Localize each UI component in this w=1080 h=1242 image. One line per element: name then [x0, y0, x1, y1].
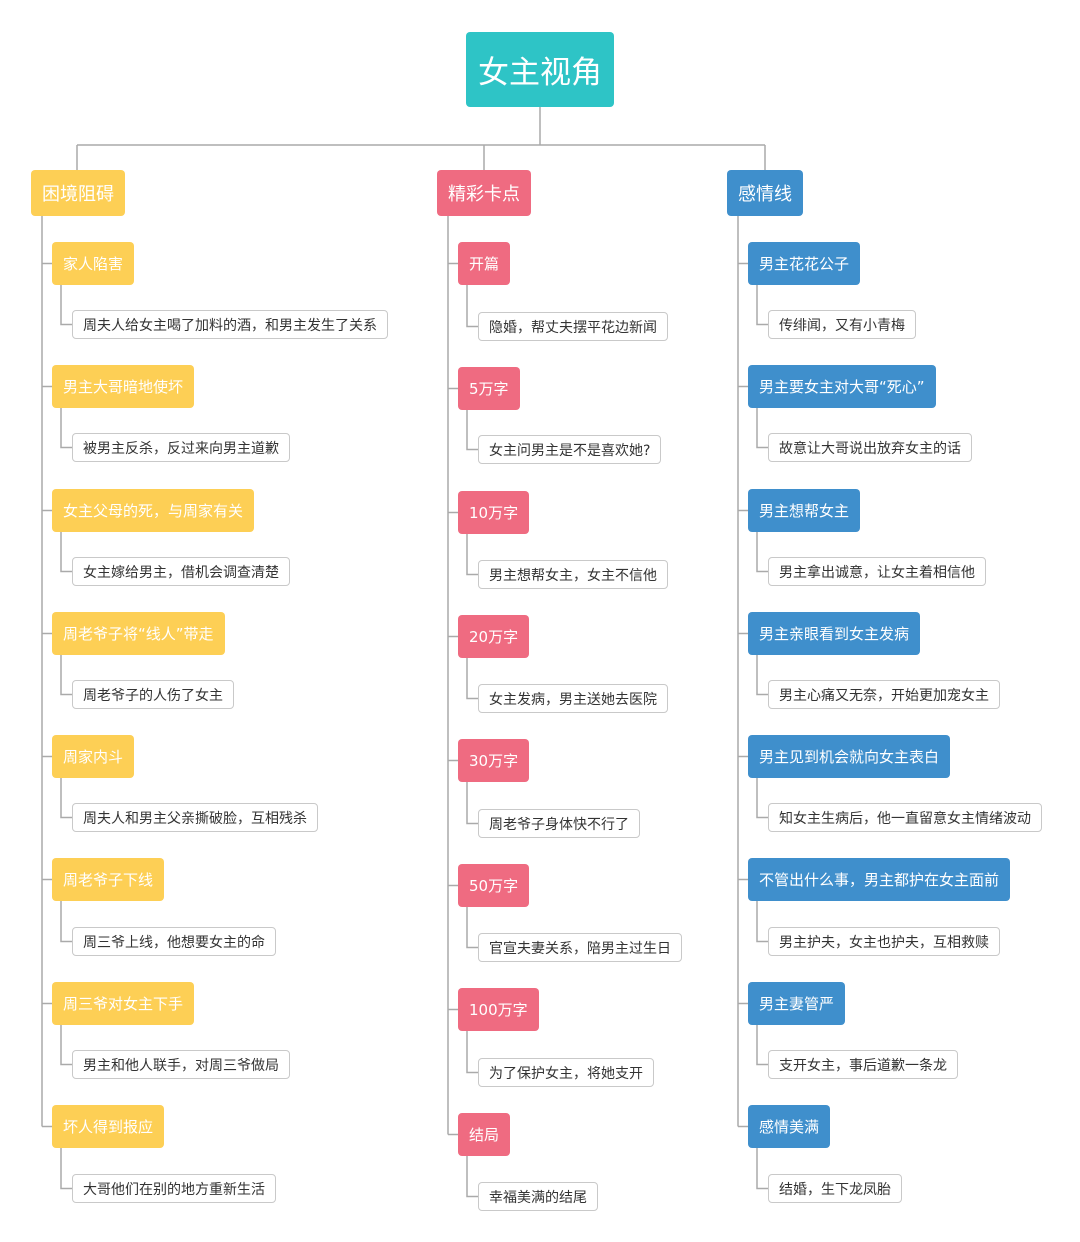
detail-connector — [60, 285, 72, 326]
romance-subtopic[interactable]: 男主花花公子 — [748, 242, 861, 285]
romance-detail[interactable]: 男主心痛又无奈，开始更加宠女主 — [768, 680, 1000, 709]
highlights-detail[interactable]: 幸福美满的结尾 — [478, 1182, 598, 1211]
romance-detail[interactable]: 故意让大哥说出放弃女主的话 — [768, 433, 972, 462]
romance-detail[interactable]: 知女主生病后，他一直留意女主情绪波动 — [768, 803, 1042, 832]
detail-connector — [756, 285, 768, 326]
highlights-subtopic[interactable]: 100万字 — [458, 988, 539, 1031]
romance-subtopic[interactable]: 不管出什么事，男主都护在女主面前 — [748, 858, 1011, 901]
highlights-subtopic[interactable]: 30万字 — [458, 739, 530, 782]
romance-subtopic[interactable]: 男主妻管严 — [748, 982, 846, 1025]
obstacles-detail[interactable]: 大哥他们在别的地方重新生活 — [72, 1174, 276, 1203]
detail-connector — [60, 778, 72, 819]
obstacles-subtopic[interactable]: 女主父母的死，与周家有关 — [52, 489, 255, 532]
highlights-detail[interactable]: 官宣夫妻关系，陪男主过生日 — [478, 933, 682, 962]
highlights-detail[interactable]: 周老爷子身体快不行了 — [478, 809, 640, 838]
romance-detail[interactable]: 传绯闻，又有小青梅 — [768, 310, 916, 339]
highlights-subtopic[interactable]: 50万字 — [458, 864, 530, 907]
detail-connector — [466, 907, 478, 949]
detail-connector — [466, 285, 478, 328]
romance-subtopic[interactable]: 男主想帮女主 — [748, 489, 861, 532]
branch-obstacles[interactable]: 困境阻碍 — [31, 170, 125, 216]
obstacles-subtopic[interactable]: 周家内斗 — [52, 735, 135, 778]
obstacles-detail[interactable]: 女主嫁给男主，借机会调查清楚 — [72, 557, 290, 586]
highlights-subtopic[interactable]: 20万字 — [458, 615, 530, 658]
highlights-subtopic[interactable]: 10万字 — [458, 491, 530, 534]
detail-connector — [466, 658, 478, 700]
highlights-detail[interactable]: 女主发病，男主送她去医院 — [478, 684, 668, 713]
detail-connector — [466, 1031, 478, 1074]
detail-connector — [756, 532, 768, 573]
romance-subtopic[interactable]: 感情美满 — [748, 1105, 831, 1148]
detail-connector — [60, 655, 72, 696]
romance-detail[interactable]: 支开女主，事后道歉一条龙 — [768, 1050, 958, 1079]
romance-detail[interactable]: 男主护夫，女主也护夫，互相救赎 — [768, 927, 1000, 956]
detail-connector — [60, 1025, 72, 1066]
branch-romance[interactable]: 感情线 — [727, 170, 803, 216]
detail-connector — [466, 410, 478, 451]
highlights-subtopic[interactable]: 5万字 — [458, 367, 520, 410]
romance-subtopic[interactable]: 男主见到机会就向女主表白 — [748, 735, 951, 778]
obstacles-detail[interactable]: 周夫人和男主父亲撕破脸，互相残杀 — [72, 803, 318, 832]
obstacles-subtopic[interactable]: 男主大哥暗地使坏 — [52, 365, 195, 408]
detail-connector — [756, 408, 768, 449]
detail-connector — [756, 1148, 768, 1190]
highlights-detail[interactable]: 男主想帮女主，女主不信他 — [478, 560, 668, 589]
detail-connector — [60, 901, 72, 943]
obstacles-subtopic[interactable]: 周老爷子将“线人”带走 — [52, 612, 225, 655]
obstacles-detail[interactable]: 周老爷子的人伤了女主 — [72, 680, 234, 709]
root-topic[interactable]: 女主视角 — [466, 32, 614, 107]
detail-connector — [756, 778, 768, 819]
obstacles-detail[interactable]: 被男主反杀，反过来向男主道歉 — [72, 433, 290, 462]
highlights-detail[interactable]: 为了保护女主，将她支开 — [478, 1058, 654, 1087]
obstacles-detail[interactable]: 周夫人给女主喝了加料的酒，和男主发生了关系 — [72, 310, 388, 339]
obstacles-subtopic[interactable]: 周三爷对女主下手 — [52, 982, 195, 1025]
branch-highlights[interactable]: 精彩卡点 — [437, 170, 531, 216]
obstacles-detail[interactable]: 男主和他人联手，对周三爷做局 — [72, 1050, 290, 1079]
romance-subtopic[interactable]: 男主要女主对大哥“死心” — [748, 365, 936, 408]
obstacles-subtopic[interactable]: 家人陷害 — [52, 242, 135, 285]
detail-connector — [756, 655, 768, 696]
highlights-subtopic[interactable]: 结局 — [458, 1113, 511, 1156]
detail-connector — [60, 408, 72, 449]
detail-connector — [466, 782, 478, 825]
romance-detail[interactable]: 结婚，生下龙凤胎 — [768, 1174, 902, 1203]
romance-subtopic[interactable]: 男主亲眼看到女主发病 — [748, 612, 921, 655]
detail-connector — [756, 1025, 768, 1066]
detail-connector — [466, 1156, 478, 1198]
highlights-detail[interactable]: 隐婚，帮丈夫摆平花边新闻 — [478, 312, 668, 341]
detail-connector — [60, 532, 72, 573]
detail-connector — [466, 534, 478, 576]
obstacles-subtopic[interactable]: 周老爷子下线 — [52, 858, 165, 901]
root-connector — [76, 107, 766, 170]
highlights-detail[interactable]: 女主问男主是不是喜欢她? — [478, 435, 662, 464]
obstacles-subtopic[interactable]: 坏人得到报应 — [52, 1105, 165, 1148]
obstacles-detail[interactable]: 周三爷上线，他想要女主的命 — [72, 927, 276, 956]
highlights-subtopic[interactable]: 开篇 — [458, 242, 511, 285]
romance-detail[interactable]: 男主拿出诚意，让女主着相信他 — [768, 557, 986, 586]
detail-connector — [756, 901, 768, 943]
detail-connector — [60, 1148, 72, 1190]
